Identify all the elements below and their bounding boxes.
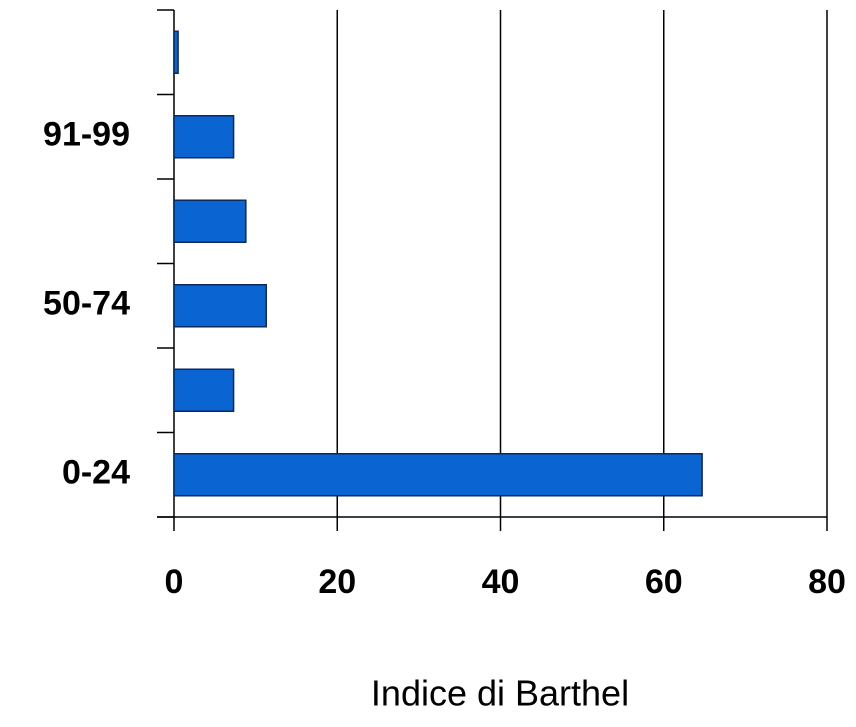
x-tick-label: 40 xyxy=(482,563,520,601)
y-tick-label: 91-99 xyxy=(43,116,130,154)
x-tick-label: 0 xyxy=(165,563,184,601)
x-tick-label: 80 xyxy=(808,563,846,601)
x-axis-title: Indice di Barthel xyxy=(371,673,629,714)
bar xyxy=(173,453,703,497)
x-tick-label: 20 xyxy=(318,563,356,601)
x-tick-label: 60 xyxy=(645,563,683,601)
y-tick-label: 50-74 xyxy=(43,285,130,323)
bar xyxy=(173,30,179,74)
bar xyxy=(173,115,235,159)
bar xyxy=(173,199,247,243)
y-tick-label: 0-24 xyxy=(62,454,130,492)
bar xyxy=(173,368,235,412)
bar xyxy=(173,284,267,328)
